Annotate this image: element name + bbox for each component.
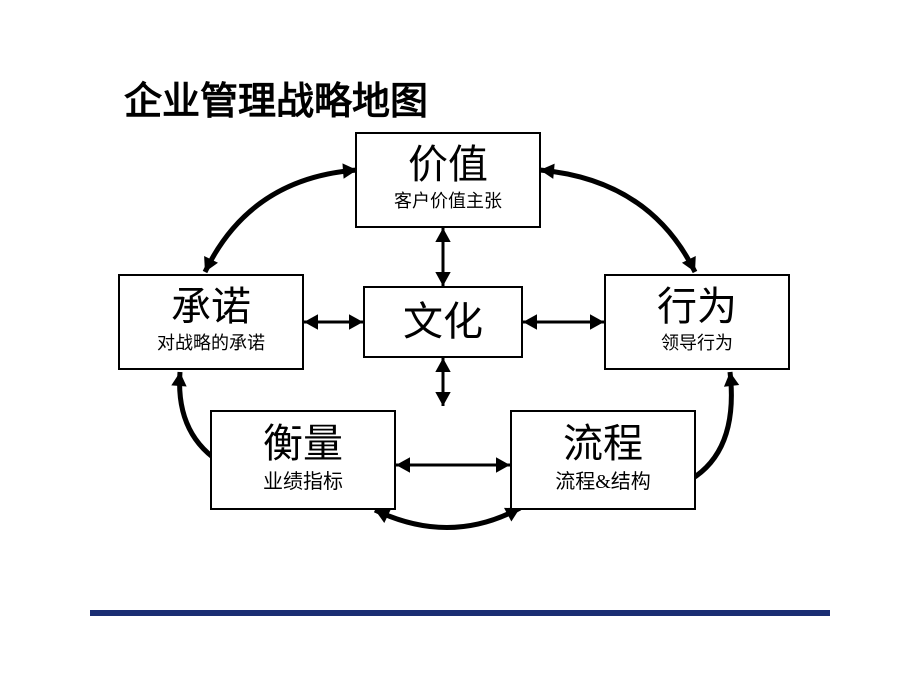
node-culture-title: 文化 (403, 302, 483, 342)
arrowhead-icon (590, 314, 604, 329)
arrowhead-icon (435, 228, 450, 242)
node-behavior: 行为 领导行为 (604, 274, 790, 370)
arrowhead-icon (171, 372, 186, 387)
arrowhead-icon (396, 457, 410, 472)
node-process-title: 流程 (563, 424, 643, 464)
divider-line (90, 610, 830, 616)
node-commit-title: 承诺 (171, 287, 251, 327)
arrowhead-icon (496, 457, 510, 472)
arrowhead-icon (349, 314, 363, 329)
node-process: 流程 流程&结构 (510, 410, 696, 510)
arrowhead-icon (540, 164, 555, 179)
diagram-frame: 企业管理战略地图 价值 客户价值主张 承诺 对战略的承诺 文化 行为 领导行为 … (0, 0, 920, 690)
node-behavior-title: 行为 (657, 287, 737, 327)
node-measure-title: 衡量 (263, 424, 343, 464)
node-commit: 承诺 对战略的承诺 (118, 274, 304, 370)
edge-value-behavior (540, 170, 695, 272)
node-behavior-sub: 领导行为 (661, 331, 733, 356)
arrowhead-icon (304, 314, 318, 329)
node-measure: 衡量 业绩指标 (210, 410, 396, 510)
arrowhead-icon (204, 256, 218, 272)
node-value-title: 价值 (408, 145, 488, 185)
arrowhead-icon (682, 256, 696, 272)
node-value: 价值 客户价值主张 (355, 132, 541, 228)
arrowhead-icon (435, 392, 450, 406)
arrowhead-icon (724, 372, 739, 387)
node-process-sub: 流程&结构 (555, 468, 651, 496)
node-culture: 文化 (363, 286, 523, 358)
edge-value-commit (205, 170, 357, 272)
node-value-sub: 客户价值主张 (394, 189, 502, 214)
arrowhead-icon (375, 509, 391, 523)
arrowhead-icon (523, 314, 537, 329)
node-commit-sub: 对战略的承诺 (157, 331, 265, 356)
node-measure-sub: 业绩指标 (263, 468, 343, 496)
arrowhead-icon (435, 272, 450, 286)
page-title: 企业管理战略地图 (124, 70, 428, 125)
edge-measure-proc-low (375, 508, 520, 528)
arrowhead-icon (435, 358, 450, 372)
